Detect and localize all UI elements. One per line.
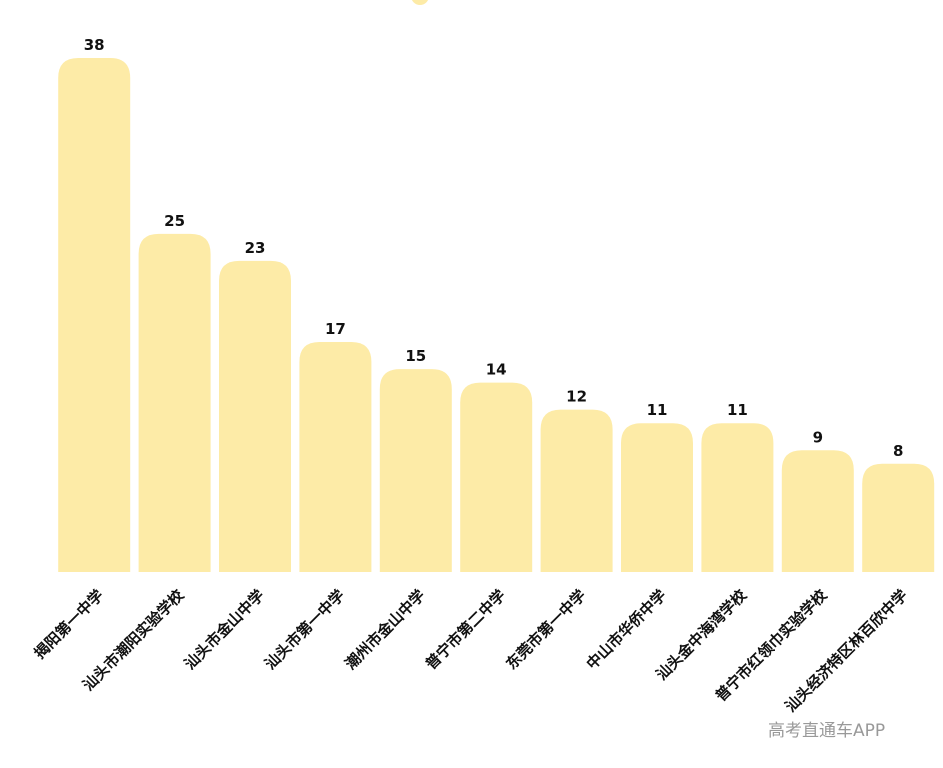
x-tick-label: 东莞市第一中学 xyxy=(502,586,589,673)
value-label: 17 xyxy=(325,320,346,338)
value-label: 23 xyxy=(245,239,266,257)
bar xyxy=(460,382,533,572)
watermark: 高考直通车APP xyxy=(768,721,885,741)
bar xyxy=(540,409,613,572)
bar xyxy=(138,233,211,572)
value-label: 12 xyxy=(566,388,587,406)
bar xyxy=(219,260,291,572)
x-tick-label: 中山市华侨中学 xyxy=(583,586,670,673)
bar xyxy=(862,463,935,572)
bar xyxy=(379,369,452,572)
bar xyxy=(58,58,131,572)
value-label: 25 xyxy=(164,212,185,230)
bar xyxy=(621,423,693,572)
bar xyxy=(781,450,854,572)
value-label: 14 xyxy=(486,361,507,379)
x-tick-label: 普宁市第二中学 xyxy=(422,586,509,673)
value-label: 8 xyxy=(893,442,903,460)
x-tick-label: 潮州市金山中学 xyxy=(342,586,429,673)
value-label: 9 xyxy=(813,428,823,446)
x-tick-label: 揭阳第一中学 xyxy=(31,586,107,662)
legend-marker xyxy=(411,0,429,5)
value-label: 11 xyxy=(727,401,748,419)
value-label: 38 xyxy=(84,36,105,54)
bar xyxy=(299,342,372,572)
x-tick-label: 汕头市金山中学 xyxy=(181,586,268,673)
value-label: 15 xyxy=(405,347,426,365)
value-label: 11 xyxy=(647,401,668,419)
bar xyxy=(701,423,774,572)
x-tick-label: 汕头市第一中学 xyxy=(261,586,348,673)
